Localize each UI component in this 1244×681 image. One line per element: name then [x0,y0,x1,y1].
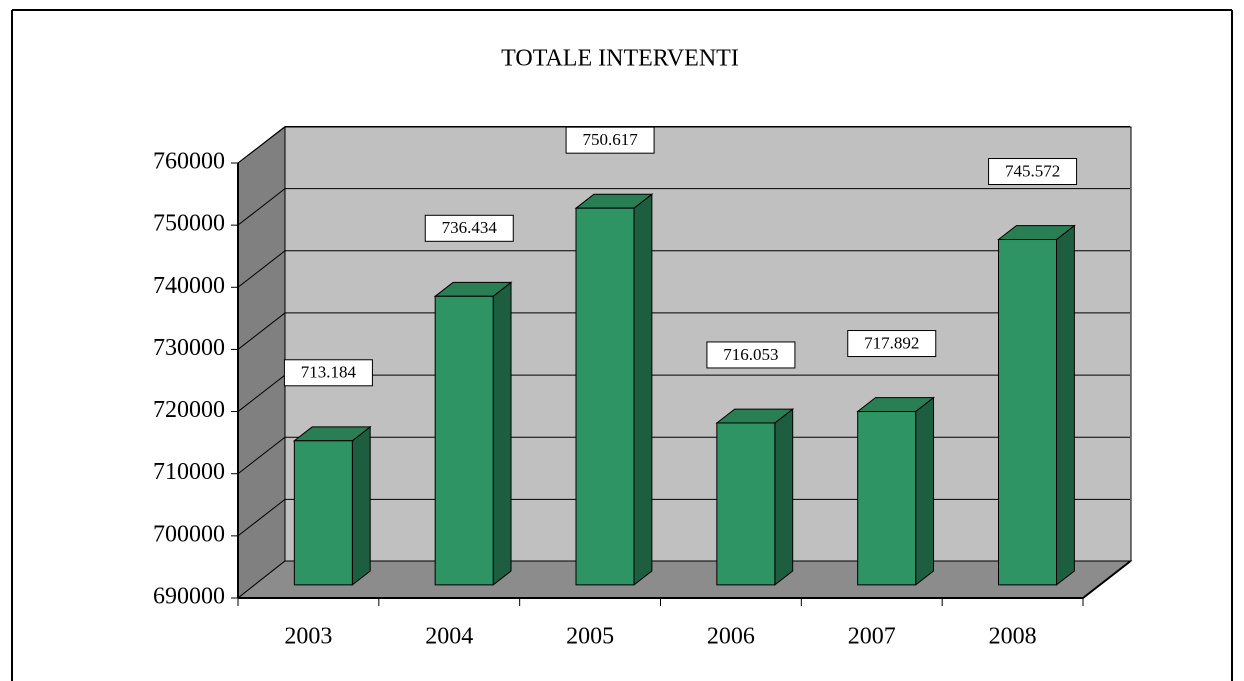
value-label-box [847,330,937,358]
bar-side [915,396,935,586]
y-tick-label: 750000 [153,211,225,237]
y-tick-label: 710000 [153,459,225,485]
y-tick-label: 700000 [153,521,225,547]
bar [433,281,513,586]
bar-front [998,239,1058,586]
bar [856,396,935,586]
value-label: 717.892 [864,333,919,352]
y-tick-label: 760000 [153,149,225,175]
bar-front [575,207,635,586]
bar [997,224,1076,586]
grid-line [237,436,286,475]
bar [574,193,654,586]
x-tick-label: 2008 [989,624,1037,650]
grid-line [237,188,286,226]
value-label: 745.572 [1005,161,1060,180]
grid-line [237,498,286,537]
bar-side [351,425,371,586]
value-label-box [988,158,1078,186]
bar-side [774,408,794,586]
bar [292,425,372,586]
value-label-box [565,126,655,154]
bar [715,408,795,586]
value-label-box [283,359,373,387]
grid-line [237,312,286,350]
grid-line [237,374,286,412]
side-wall [237,125,286,600]
value-label: 750.617 [582,130,638,149]
floor [236,560,1133,599]
y-tick-label: 690000 [153,584,225,610]
y-tick-label: 730000 [153,335,225,361]
grid-line [237,126,286,164]
y-tick-label: 720000 [153,397,225,423]
bar-side [492,281,512,586]
floor-edge [1082,560,1131,599]
bar-front [857,411,917,586]
bar-front [434,295,494,586]
value-label: 716.053 [723,345,778,364]
y-tick-label: 740000 [153,273,225,299]
x-tick-label: 2004 [425,624,473,650]
x-tick-label: 2006 [707,624,755,650]
x-tick-label: 2003 [284,624,332,650]
bar-side [633,193,653,586]
value-label: 713.184 [301,363,357,382]
value-label-box [706,341,796,369]
chart-title: TOTALE INTERVENTI [501,46,739,72]
value-label-box [424,214,514,242]
bar-front [293,440,353,586]
x-tick-label: 2005 [566,624,614,650]
bar-side [1056,224,1075,586]
bar-front [716,422,776,586]
grid-line [237,250,286,288]
x-tick-label: 2007 [848,624,896,650]
value-label: 736.434 [442,218,498,237]
